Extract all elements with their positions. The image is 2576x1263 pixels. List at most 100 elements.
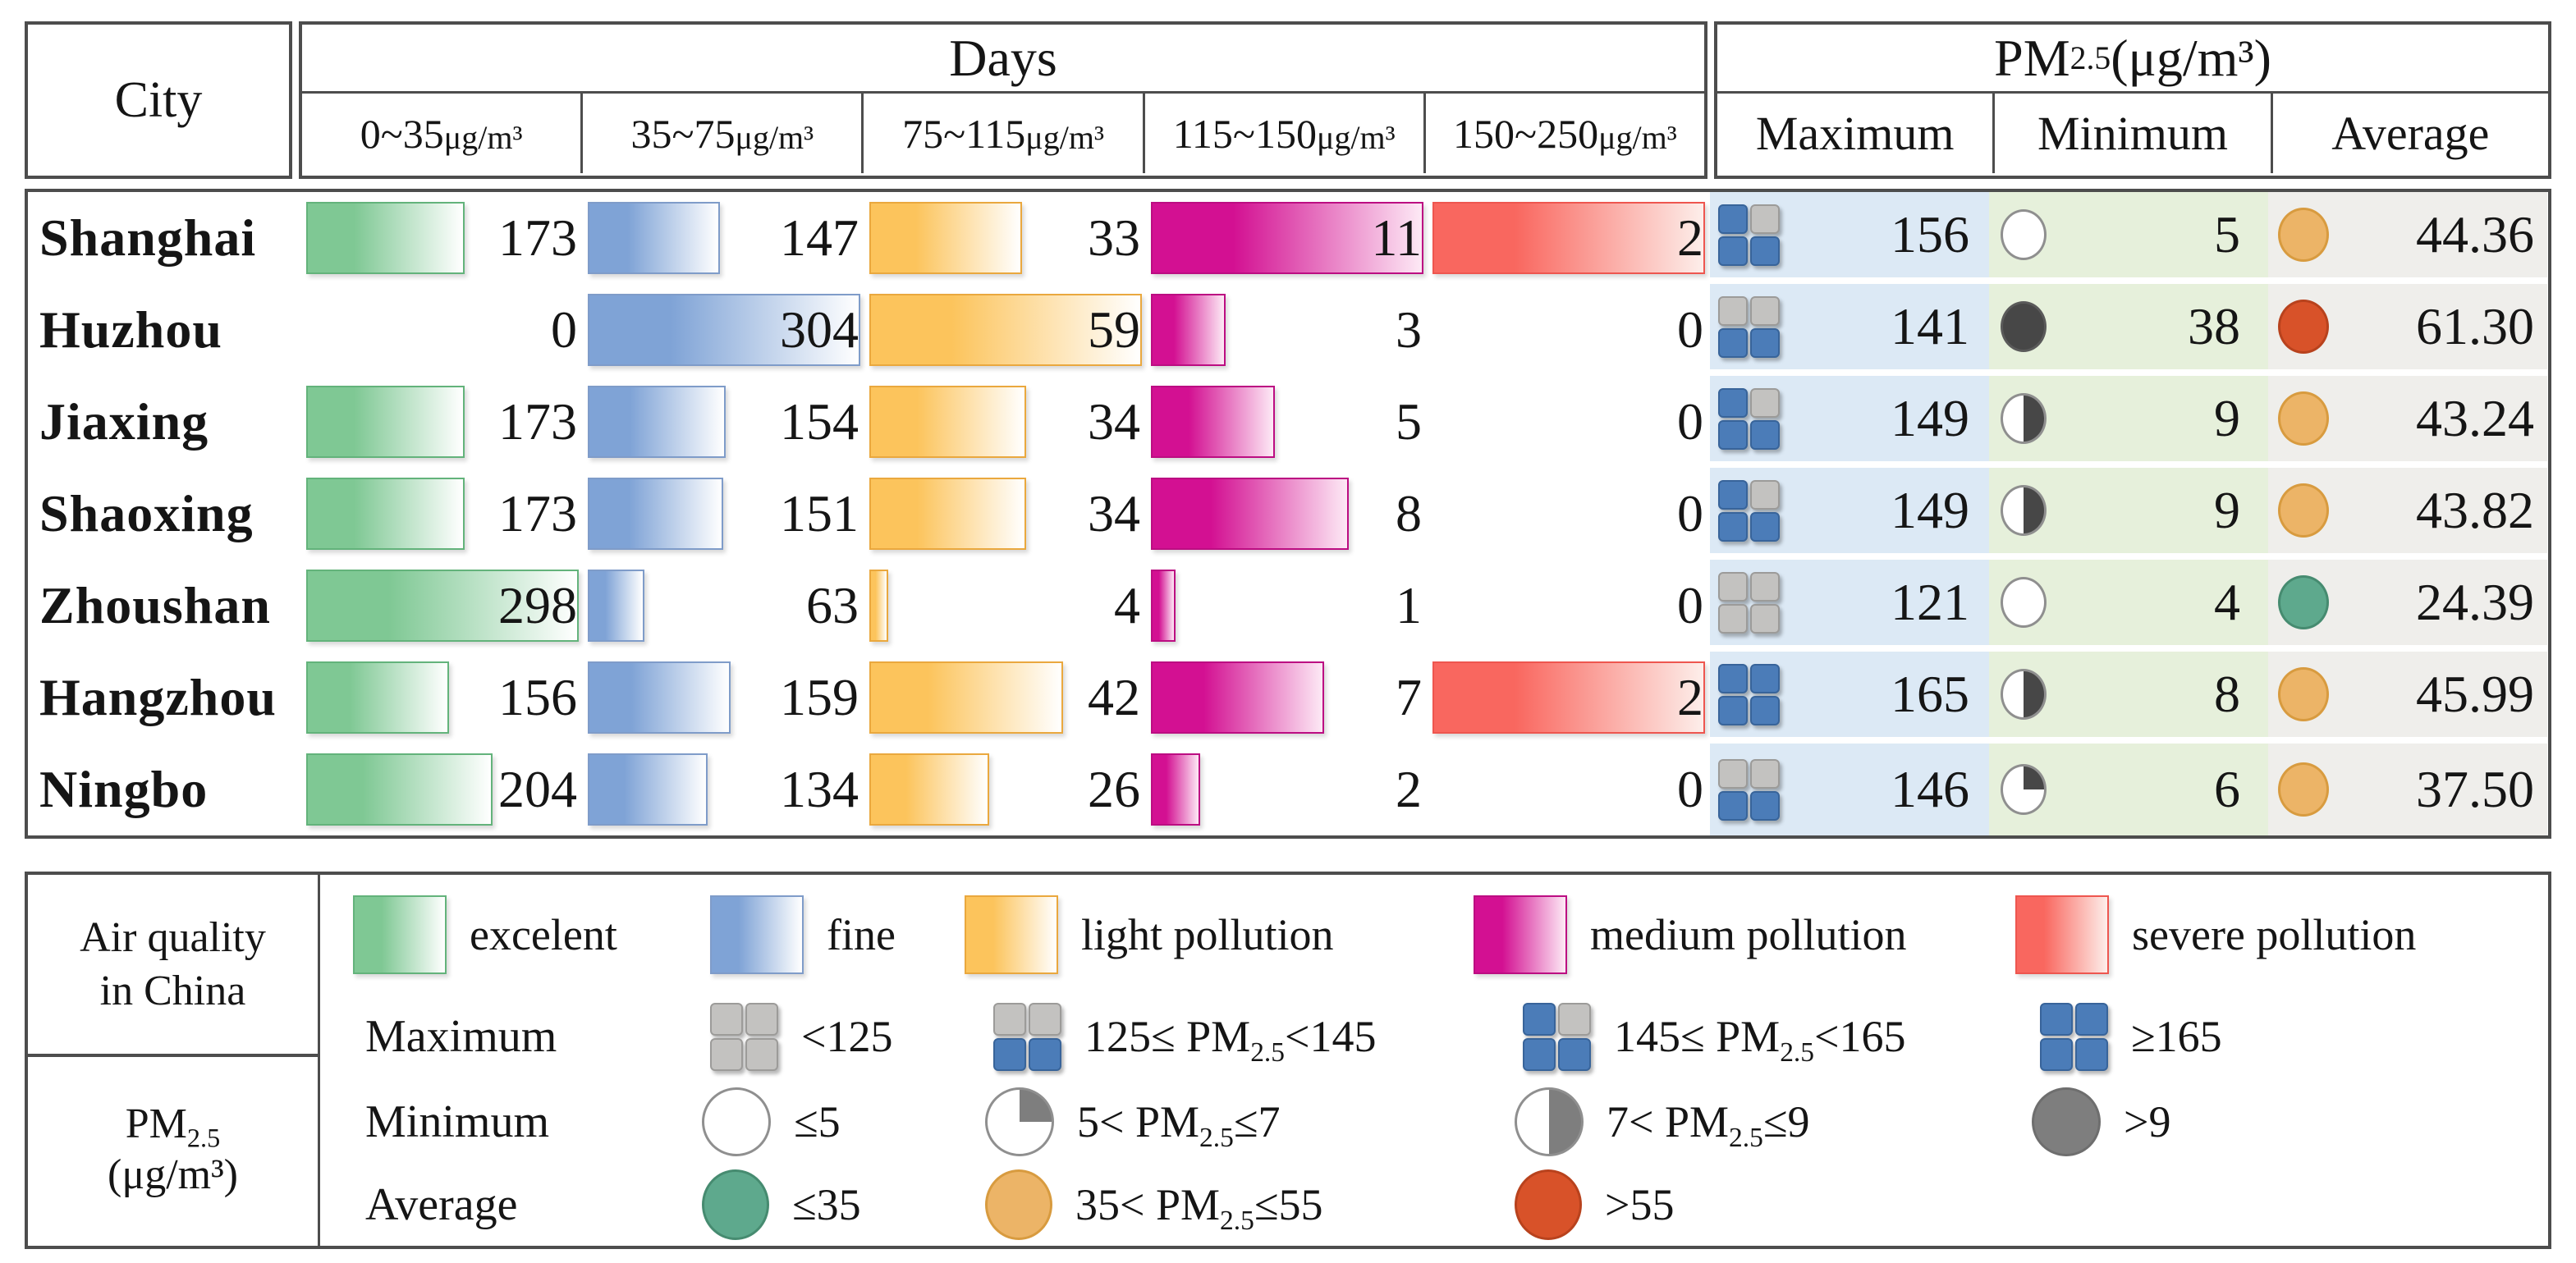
pm-minimum-cell: 6 [1989,744,2268,835]
pm-minimum-value: 6 [2214,760,2240,818]
days-value: 26 [1088,760,1140,818]
quadrant-blue [1718,327,1748,358]
days-bar-cell: 34 [865,376,1147,468]
days-bar-cell: 5 [1147,376,1428,468]
legend-item: ≤5 [702,1080,841,1164]
days-bar [869,202,1022,274]
quadrant-gray [1750,603,1780,634]
day-range-header: 115~150 μg/m³ [1145,94,1426,173]
days-bar [869,570,888,642]
days-value: 0 [551,300,577,359]
legend-row-minimum: Minimum ≤5 5< PM2.5≤7 7< PM2.5≤9 >9 [320,1080,2548,1164]
legend-minimum-label: Minimum [365,1096,550,1147]
maximum-quadrant-icon [1718,479,1780,542]
days-bar [1432,661,1705,734]
quadrant-blue [1718,387,1748,418]
days-value: 1 [1396,576,1422,634]
days-bar-cell: 159 [584,652,865,744]
quadrant-gray [1029,1002,1061,1036]
day-range-unit: μg/m³ [443,119,523,156]
pm-subscript: 2.5 [1780,1036,1815,1068]
air-quality-swatch-c0 [353,895,447,974]
header-pm-group: PM 2.5 (μg/m³) Maximum Minimum Average [1714,21,2551,179]
quadrant-blue [1718,236,1748,266]
air-quality-swatch-c1 [710,895,804,974]
days-bar [588,753,708,826]
days-bar [306,478,465,550]
maximum-quadrant-icon [1718,295,1780,358]
quadrant-gray [745,1037,778,1071]
pm-stat-header: Maximum [1717,94,1996,173]
quadrant-blue [1718,663,1748,693]
minimum-pie-icon-quarter [985,1087,1054,1156]
legend-air-label: excelent [470,910,617,959]
days-value: 173 [498,484,577,542]
days-bar-cell: 33 [865,192,1147,284]
pm-average-value: 61.30 [2416,297,2534,355]
days-value: 147 [780,208,859,267]
city-label: Shanghai [39,208,257,267]
city-label: Ningbo [39,760,209,818]
pm-average-value: 37.50 [2416,760,2534,818]
days-bar-cell: 0 [302,284,584,376]
days-value: 156 [498,668,577,726]
quadrant-blue [1750,327,1780,358]
city-label: Shaoxing [39,484,254,542]
days-bar-cell: 63 [584,560,865,652]
quadrant-blue [1750,511,1780,542]
maximum-quadrant-icon [1718,387,1780,450]
legend-left-panel: Air quality in China PM2.5 (μg/m³) [28,875,320,1246]
days-bar-cell: 156 [302,652,584,744]
days-bar [588,202,720,274]
legend-item-label: 7< PM2.5≤9 [1607,1097,1810,1153]
day-range-unit: μg/m³ [1025,119,1104,156]
days-bar-cell: 304 [584,284,865,376]
days-bar [869,478,1026,550]
legend-item: 5< PM2.5≤7 [985,1080,1281,1164]
days-bar-cell: 34 [865,468,1147,560]
pm-minimum-cell: 9 [1989,376,2268,468]
day-range-text: 115~150 [1172,110,1317,157]
pm-maximum-cell: 165 [1710,652,1989,744]
quadrant-gray [710,1002,743,1036]
day-range-header: 0~35 μg/m³ [302,94,584,173]
days-bar [306,661,449,734]
legend-item: 125≤ PM2.5<145 [985,995,1377,1078]
day-range-header: 150~250 μg/m³ [1426,94,1704,173]
pm-maximum-value: 146 [1891,760,1969,818]
days-subcolumn-row: 0~35 μg/m³ 35~75 μg/m³ 75~115 μg/m³ 115~150 μg/… [302,94,1704,173]
pm-average-value: 43.82 [2416,481,2534,539]
quadrant-blue [1750,419,1780,450]
air-quality-swatch-c2 [965,895,1058,974]
quadrant-gray [1750,204,1780,234]
quadrant-gray [1750,479,1780,510]
legend-item-label: ≤5 [794,1097,841,1146]
pm-maximum-cell: 146 [1710,744,1989,835]
days-value: 173 [498,392,577,451]
pm-maximum-value: 121 [1891,573,1969,631]
maximum-quadrant-icon [1718,204,1780,266]
average-dot-icon-high [1515,1169,1582,1240]
days-bar [869,386,1026,458]
day-range-text: 75~115 [902,110,1026,157]
days-bar [1151,202,1423,274]
quadrant-blue [1523,1037,1556,1071]
days-value: 134 [780,760,859,818]
average-dot-icon-mid [2278,483,2329,538]
pm-minimum-value: 38 [2188,297,2240,355]
pm-average-cell: 43.82 [2268,468,2547,560]
quadrant-blue [1718,511,1748,542]
days-bar-cell: 134 [584,744,865,835]
pm-average-cell: 43.24 [2268,376,2547,468]
days-bar-cell: 173 [302,376,584,468]
pm-stat-header: Minimum [1995,94,2273,173]
legend-item: ≥165 [2032,995,2222,1078]
quadrant-gray [1750,295,1780,326]
pm-maximum-value: 165 [1891,665,1969,723]
legend-pm-title: PM2.5 (μg/m³) [28,1057,318,1242]
average-dot-icon-low [702,1169,769,1240]
days-bar-cell: 4 [865,560,1147,652]
legend-air-label: severe pollution [2132,910,2417,959]
pm-average-cell: 45.99 [2268,652,2547,744]
days-value: 2 [1396,760,1422,818]
